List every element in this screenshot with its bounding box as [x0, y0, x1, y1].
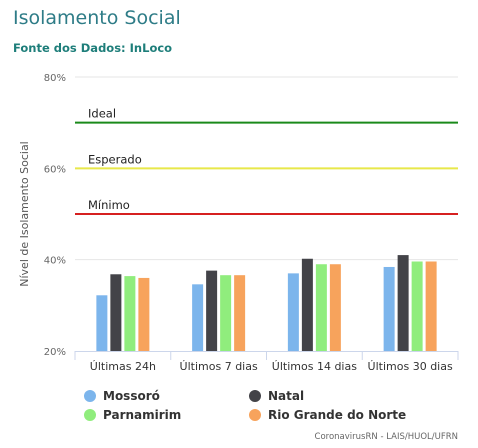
legend-label: Parnamirim	[103, 408, 182, 422]
bar[interactable]	[206, 270, 218, 351]
bar[interactable]	[234, 275, 246, 351]
bar[interactable]	[329, 264, 341, 351]
legend-marker-icon	[249, 409, 261, 421]
bar[interactable]	[110, 274, 122, 351]
reference-line-label: Ideal	[88, 107, 116, 121]
legend-label: Natal	[268, 389, 305, 403]
bar[interactable]	[301, 258, 313, 351]
x-tick-label: Últimos 7 dias	[180, 360, 258, 373]
legend-item-mossoro[interactable]: Mossoró	[84, 389, 160, 403]
bar[interactable]	[287, 273, 299, 351]
x-tick-label: Últimos 30 dias	[368, 360, 453, 373]
chart-subtitle: Fonte dos Dados: InLoco	[13, 41, 173, 55]
bar[interactable]	[425, 261, 437, 351]
legend-item-rio-grande-do-norte[interactable]: Rio Grande do Norte	[249, 408, 406, 422]
reference-line-label: Esperado	[88, 152, 142, 166]
bar[interactable]	[397, 255, 409, 351]
bar[interactable]	[220, 275, 232, 351]
legend-marker-icon	[84, 409, 96, 421]
y-tick-label: 20%	[44, 347, 66, 358]
bar[interactable]	[124, 276, 136, 351]
chart-credits-link[interactable]: CoronavirusRN - LAIS/HUOL/UFRN	[314, 432, 458, 442]
x-tick-label: Últimos 14 dias	[272, 360, 357, 373]
y-tick-label: 40%	[44, 256, 66, 267]
legend-item-parnamirim[interactable]: Parnamirim	[84, 408, 181, 422]
x-tick-label: Últimas 24h	[90, 360, 156, 373]
bar[interactable]	[383, 266, 395, 351]
legend-item-natal[interactable]: Natal	[249, 389, 304, 403]
bar[interactable]	[411, 261, 423, 351]
chart-title: Isolamento Social	[13, 7, 181, 29]
y-axis-title: Nível de Isolamento Social	[18, 141, 31, 286]
legend-label: Rio Grande do Norte	[268, 408, 407, 422]
bar[interactable]	[96, 295, 108, 351]
y-tick-label: 60%	[44, 164, 66, 175]
y-tick-label: 80%	[44, 73, 66, 84]
legend-marker-icon	[249, 390, 261, 402]
reference-line-label: Mínimo	[88, 198, 130, 212]
bar[interactable]	[315, 264, 327, 351]
legend-marker-icon	[84, 390, 96, 402]
legend-label: Mossoró	[103, 389, 160, 403]
bar[interactable]	[192, 284, 204, 351]
bar[interactable]	[138, 277, 150, 351]
